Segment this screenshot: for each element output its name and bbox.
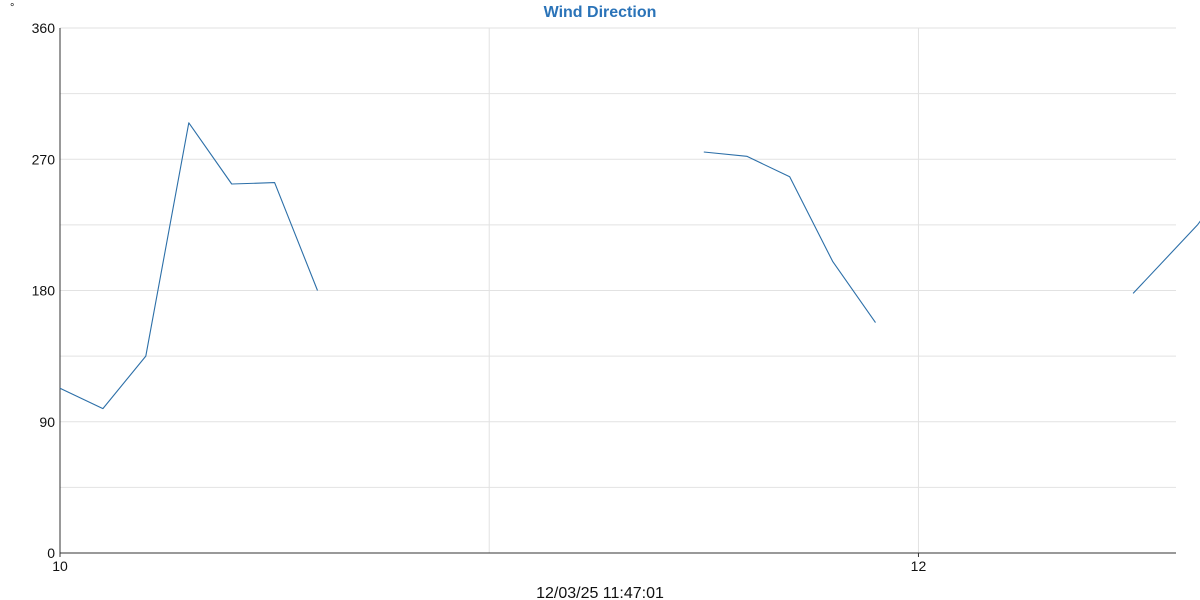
x-axis-timestamp-label: 12/03/25 11:47:01 bbox=[536, 585, 664, 600]
series-line-segment bbox=[59, 122, 319, 410]
y-tick-labels: 0 90 180 270 360 bbox=[32, 20, 56, 561]
x-tick-label: 10 bbox=[52, 558, 68, 574]
series-line-segment bbox=[1132, 220, 1200, 294]
grid-lines bbox=[59, 27, 1176, 554]
x-tick-label: 12 bbox=[911, 558, 927, 574]
y-tick-label: 270 bbox=[32, 151, 56, 167]
x-tick-labels: 10121416182022242628020406081012 bbox=[52, 553, 927, 574]
y-tick-label: 90 bbox=[39, 414, 55, 430]
y-unit-label: ° bbox=[10, 2, 14, 14]
chart-title: Wind Direction bbox=[544, 4, 657, 21]
y-tick-label: 180 bbox=[32, 283, 56, 299]
axes bbox=[59, 28, 1176, 554]
wind-direction-series bbox=[59, 122, 1200, 410]
y-tick-label: 360 bbox=[32, 20, 56, 36]
series-line-segment bbox=[703, 151, 876, 323]
y-tick-label: 0 bbox=[47, 545, 55, 561]
